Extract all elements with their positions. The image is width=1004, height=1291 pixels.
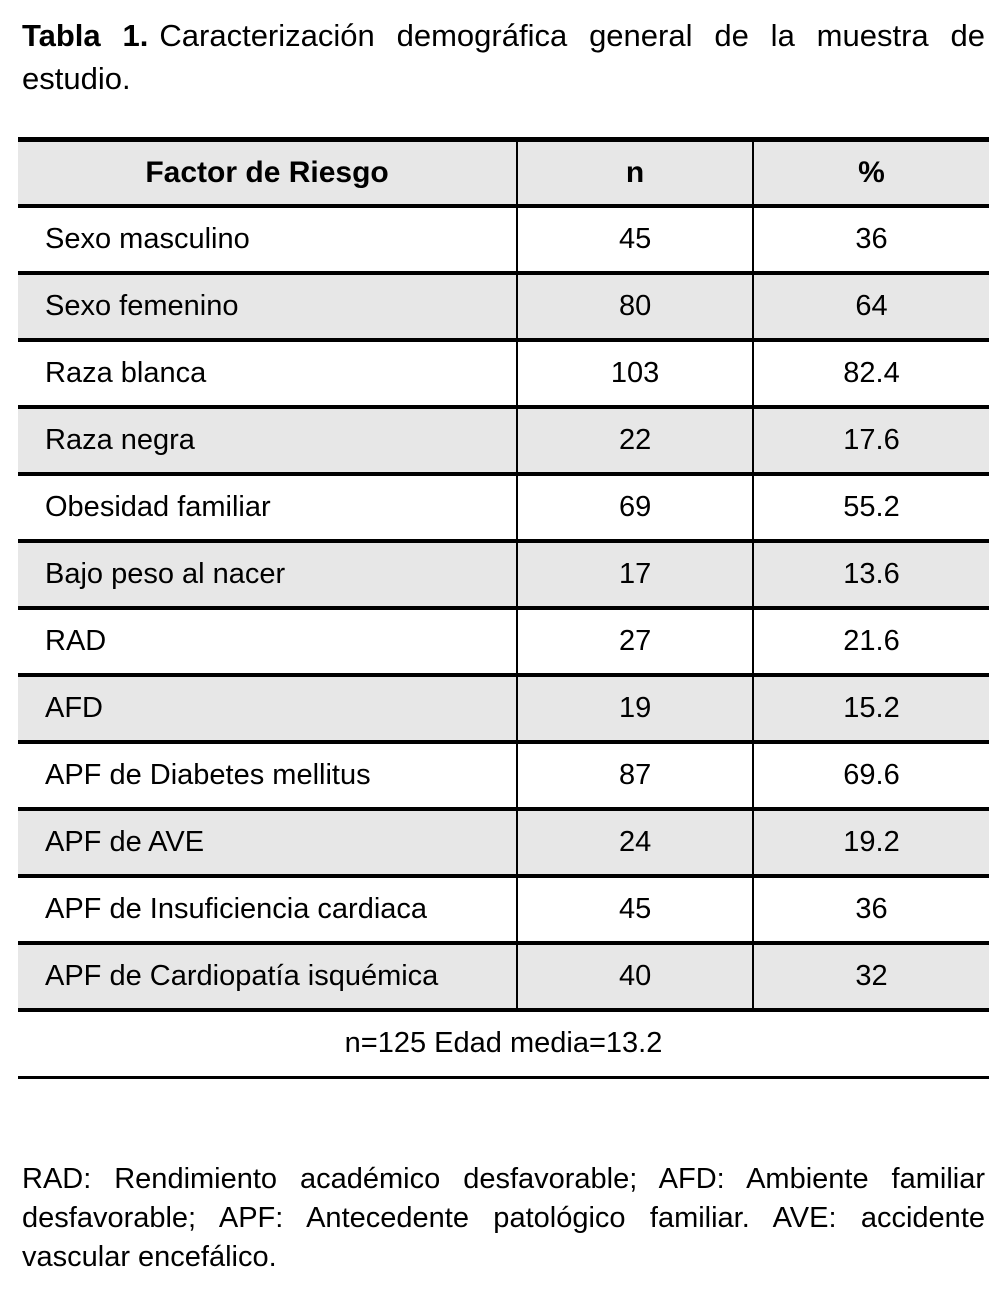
table-row: APF de Cardiopatía isquémica 40 32: [18, 942, 989, 1010]
n-cell: 40: [516, 942, 754, 1010]
pct-cell: 21.6: [752, 607, 989, 675]
table-row: Raza blanca 103 82.4: [18, 339, 989, 407]
factor-cell: APF de Insuficiencia cardiaca: [18, 875, 518, 943]
n-cell: 45: [516, 875, 754, 943]
n-cell: 87: [516, 741, 754, 809]
demographics-table: Factor de Riesgo n % Sexo masculino 45 3…: [18, 137, 989, 1079]
pct-cell: 17.6: [752, 406, 989, 474]
table-row: APF de Diabetes mellitus 87 69.6: [18, 741, 989, 809]
n-cell: 69: [516, 473, 754, 541]
factor-cell: Raza blanca: [18, 339, 518, 407]
pct-cell: 55.2: [752, 473, 989, 541]
factor-cell: APF de Diabetes mellitus: [18, 741, 518, 809]
n-cell: 24: [516, 808, 754, 876]
pct-cell: 69.6: [752, 741, 989, 809]
footnote: RAD: Rendimiento académico desfavorable;…: [22, 1163, 985, 1273]
table-row: APF de Insuficiencia cardiaca 45 36: [18, 875, 989, 943]
table-row: Raza negra 22 17.6: [18, 406, 989, 474]
n-cell: 27: [516, 607, 754, 675]
header-factor: Factor de Riesgo: [18, 139, 518, 206]
n-cell: 80: [516, 272, 754, 340]
table-caption-text: Caracterización demográfica general de l…: [22, 18, 985, 96]
pct-cell: 13.6: [752, 540, 989, 608]
table-row: Obesidad familiar 69 55.2: [18, 473, 989, 541]
pct-cell: 36: [752, 875, 989, 943]
factor-cell: Raza negra: [18, 406, 518, 474]
n-cell: 22: [516, 406, 754, 474]
table-summary: n=125 Edad media=13.2: [18, 1009, 989, 1078]
n-cell: 45: [516, 205, 754, 273]
table-caption-label: Tabla 1.: [22, 18, 149, 53]
summary-row: n=125 Edad media=13.2: [18, 1009, 989, 1078]
table-row: AFD 19 15.2: [18, 674, 989, 742]
header-row: Factor de Riesgo n %: [18, 139, 989, 206]
table-row: APF de AVE 24 19.2: [18, 808, 989, 876]
factor-cell: APF de AVE: [18, 808, 518, 876]
n-cell: 103: [516, 339, 754, 407]
header-pct: %: [752, 139, 989, 206]
factor-cell: APF de Cardiopatía isquémica: [18, 942, 518, 1010]
factor-cell: RAD: [18, 607, 518, 675]
pct-cell: 19.2: [752, 808, 989, 876]
table-row: Bajo peso al nacer 17 13.6: [18, 540, 989, 608]
pct-cell: 82.4: [752, 339, 989, 407]
factor-cell: Sexo femenino: [18, 272, 518, 340]
table-row: Sexo femenino 80 64: [18, 272, 989, 340]
pct-cell: 32: [752, 942, 989, 1010]
pct-cell: 15.2: [752, 674, 989, 742]
factor-cell: Obesidad familiar: [18, 473, 518, 541]
factor-cell: Bajo peso al nacer: [18, 540, 518, 608]
table-row: RAD 27 21.6: [18, 607, 989, 675]
header-n: n: [516, 139, 754, 206]
n-cell: 19: [516, 674, 754, 742]
table-row: Sexo masculino 45 36: [18, 205, 989, 273]
pct-cell: 36: [752, 205, 989, 273]
table-caption: Tabla 1. Caracterización demográfica gene…: [22, 14, 985, 100]
n-cell: 17: [516, 540, 754, 608]
pct-cell: 64: [752, 272, 989, 340]
factor-cell: Sexo masculino: [18, 205, 518, 273]
factor-cell: AFD: [18, 674, 518, 742]
